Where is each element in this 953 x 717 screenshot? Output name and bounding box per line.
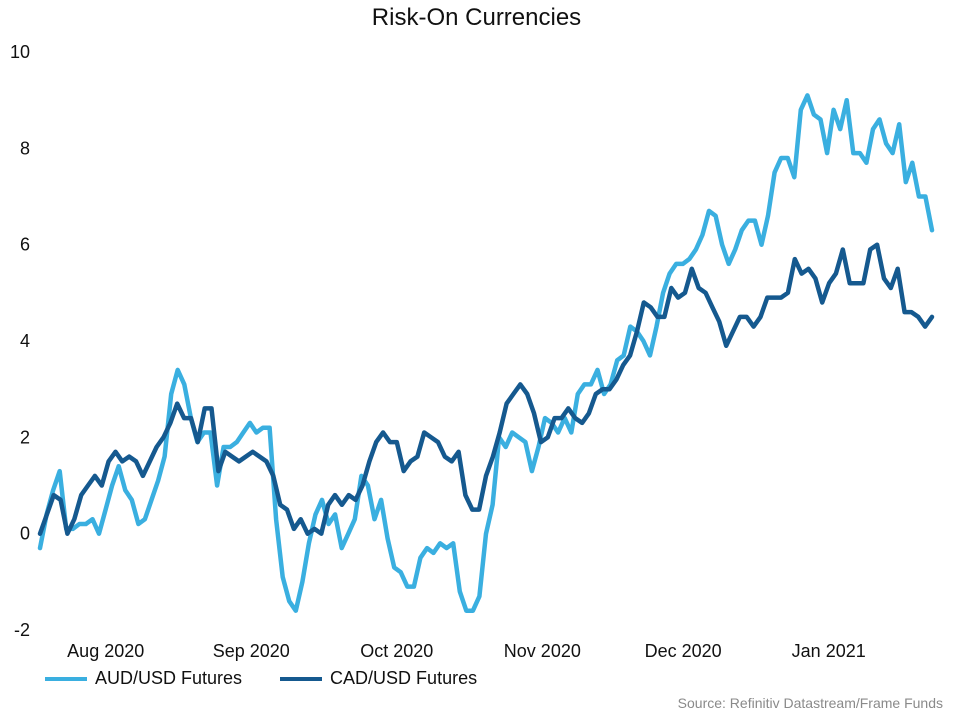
series-layer xyxy=(37,93,935,613)
legend-item-aud: AUD/USD Futures xyxy=(45,668,242,689)
legend-swatch-cad xyxy=(280,676,323,681)
series-line-cad xyxy=(37,242,935,536)
y-tick-label: 10 xyxy=(10,42,30,62)
source-note: Source: Refinitiv Datastream/Frame Funds xyxy=(677,695,943,711)
legend-item-cad: CAD/USD Futures xyxy=(280,668,477,689)
x-tick-label: Aug 2020 xyxy=(67,641,144,661)
series-line-aud xyxy=(37,93,935,613)
x-axis: Aug 2020 Sep 2020 Oct 2020 Nov 2020 Dec 2020… xyxy=(67,641,866,661)
y-tick-label: 0 xyxy=(20,524,30,544)
y-axis: 10 8 6 4 2 0 -2 xyxy=(10,42,30,640)
y-tick-label: 4 xyxy=(20,331,30,351)
y-tick-label: -2 xyxy=(14,620,30,640)
legend: AUD/USD Futures CAD/USD Futures xyxy=(45,668,477,689)
chart-title: Risk-On Currencies xyxy=(371,4,582,31)
y-tick-label: 8 xyxy=(20,138,30,158)
x-tick-label: Oct 2020 xyxy=(360,641,433,661)
y-tick-label: 6 xyxy=(20,235,30,255)
x-tick-label: Sep 2020 xyxy=(213,641,290,661)
x-tick-label: Dec 2020 xyxy=(645,641,722,661)
y-tick-label: 2 xyxy=(20,427,30,447)
legend-label-aud: AUD/USD Futures xyxy=(95,668,243,688)
legend-swatch-aud xyxy=(45,676,87,681)
x-tick-label: Nov 2020 xyxy=(504,641,581,661)
legend-label-cad: CAD/USD Futures xyxy=(330,668,478,688)
x-tick-label: Jan 2021 xyxy=(792,641,866,661)
